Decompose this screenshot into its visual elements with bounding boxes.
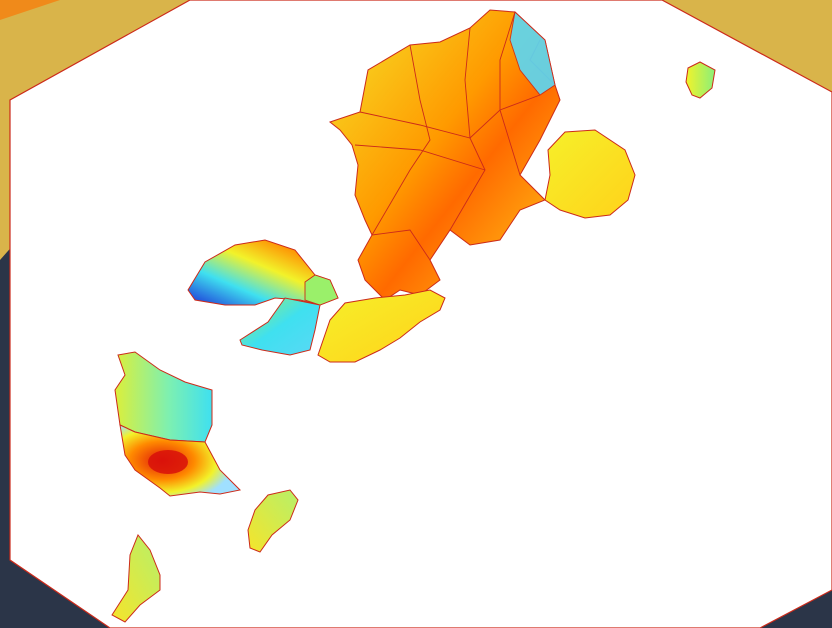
region-small-isle-b[interactable]: [247, 489, 299, 553]
region-small-isle-c[interactable]: [111, 534, 161, 623]
region-middle-west-tab[interactable]: [304, 274, 339, 306]
region-north-east-edge[interactable]: [509, 11, 556, 96]
region-middle-cyan[interactable]: [239, 297, 321, 356]
region-middle-south[interactable]: [317, 289, 446, 363]
region-small-isle-a[interactable]: [685, 61, 716, 99]
region-north-cluster[interactable]: [328, 9, 561, 301]
hotspot-red: [148, 450, 188, 474]
region-north-east-blob[interactable]: [544, 129, 636, 219]
frame-corner-orange: [0, 0, 60, 20]
